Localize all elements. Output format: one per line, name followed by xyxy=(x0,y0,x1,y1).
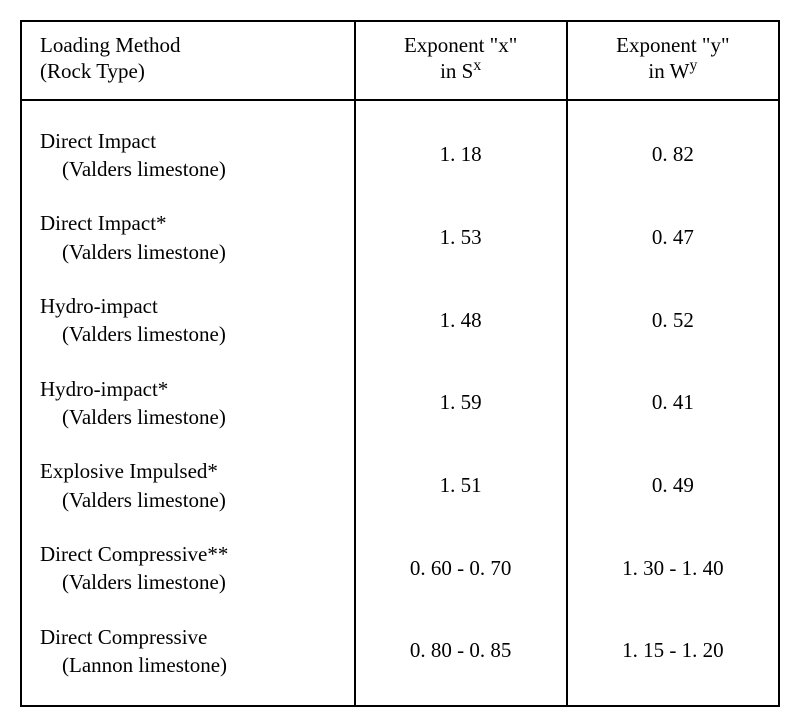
cell-exponent-y: 0. 47 xyxy=(567,209,779,266)
rock-type: (Valders limestone) xyxy=(40,568,342,596)
table-row: Direct Compressive**(Valders limestone)0… xyxy=(21,540,779,597)
cell-method: Direct Compressive(Lannon limestone) xyxy=(21,623,355,680)
cell-method: Hydro-impact(Valders limestone) xyxy=(21,292,355,349)
cell-exponent-x: 0. 60 - 0. 70 xyxy=(355,540,567,597)
spacer-row xyxy=(21,349,779,375)
header-exponent-y: Exponent "y" in Wy xyxy=(567,21,779,100)
method-name: Direct Compressive xyxy=(40,625,207,649)
cell-exponent-y: 1. 15 - 1. 20 xyxy=(567,623,779,680)
cell-exponent-x: 1. 53 xyxy=(355,209,567,266)
table-row: Explosive Impulsed* (Valders limestone) 1.… xyxy=(21,457,779,514)
cell-exponent-x: 1. 48 xyxy=(355,292,567,349)
cell-method: Direct Impact* (Valders limestone) xyxy=(21,209,355,266)
exponent-table: Loading Method (Rock Type) Exponent "x" … xyxy=(20,20,780,707)
spacer-row xyxy=(21,679,779,706)
rock-type: (Valders limestone) xyxy=(40,238,342,266)
spacer-row xyxy=(21,431,779,457)
table-row: Hydro-impact*(Valders limestone)1. 590. … xyxy=(21,375,779,432)
header-exponent-x-prefix: in S xyxy=(440,59,473,83)
cell-method: Explosive Impulsed* (Valders limestone) xyxy=(21,457,355,514)
cell-exponent-y: 0. 52 xyxy=(567,292,779,349)
method-name: Direct Impact* xyxy=(40,211,167,235)
cell-exponent-y: 0. 82 xyxy=(567,127,779,184)
cell-method: Direct Compressive**(Valders limestone) xyxy=(21,540,355,597)
table-row: Hydro-impact(Valders limestone)1. 480. 5… xyxy=(21,292,779,349)
header-exponent-y-sup: y xyxy=(689,57,697,74)
cell-method: Direct Impact(Valders limestone) xyxy=(21,127,355,184)
header-loading-method-line2: (Rock Type) xyxy=(40,59,145,83)
rock-type: (Valders limestone) xyxy=(40,155,342,183)
table-row: Direct Compressive(Lannon limestone)0. 8… xyxy=(21,623,779,680)
spacer-row xyxy=(21,597,779,623)
spacer-row xyxy=(21,183,779,209)
exponent-table-container: Loading Method (Rock Type) Exponent "x" … xyxy=(20,20,780,707)
header-exponent-x-line1: Exponent "x" xyxy=(404,33,517,57)
method-name: Direct Compressive** xyxy=(40,542,228,566)
table-body: Direct Impact(Valders limestone)1. 180. … xyxy=(21,100,779,707)
spacer-row xyxy=(21,514,779,540)
cell-method: Hydro-impact*(Valders limestone) xyxy=(21,375,355,432)
header-loading-method-line1: Loading Method xyxy=(40,33,181,57)
table-row: Direct Impact(Valders limestone)1. 180. … xyxy=(21,127,779,184)
method-name: Hydro-impact* xyxy=(40,377,168,401)
rock-type: (Valders limestone) xyxy=(40,320,342,348)
cell-exponent-y: 0. 41 xyxy=(567,375,779,432)
header-exponent-x: Exponent "x" in Sx xyxy=(355,21,567,100)
rock-type: (Lannon limestone) xyxy=(40,651,342,679)
rock-type: (Valders limestone) xyxy=(40,403,342,431)
table-header: Loading Method (Rock Type) Exponent "x" … xyxy=(21,21,779,100)
cell-exponent-y: 0. 49 xyxy=(567,457,779,514)
table-row: Direct Impact* (Valders limestone) 1. 530.… xyxy=(21,209,779,266)
method-name: Hydro-impact xyxy=(40,294,158,318)
header-exponent-y-prefix: in W xyxy=(648,59,689,83)
cell-exponent-x: 1. 59 xyxy=(355,375,567,432)
rock-type: (Valders limestone) xyxy=(40,486,342,514)
header-loading-method: Loading Method (Rock Type) xyxy=(21,21,355,100)
cell-exponent-x: 1. 51 xyxy=(355,457,567,514)
cell-exponent-x: 0. 80 - 0. 85 xyxy=(355,623,567,680)
header-exponent-y-line1: Exponent "y" xyxy=(616,33,729,57)
method-name: Explosive Impulsed* xyxy=(40,459,218,483)
cell-exponent-x: 1. 18 xyxy=(355,127,567,184)
method-name: Direct Impact xyxy=(40,129,156,153)
header-exponent-x-sup: x xyxy=(473,57,481,74)
spacer-row xyxy=(21,100,779,127)
cell-exponent-y: 1. 30 - 1. 40 xyxy=(567,540,779,597)
spacer-row xyxy=(21,266,779,292)
